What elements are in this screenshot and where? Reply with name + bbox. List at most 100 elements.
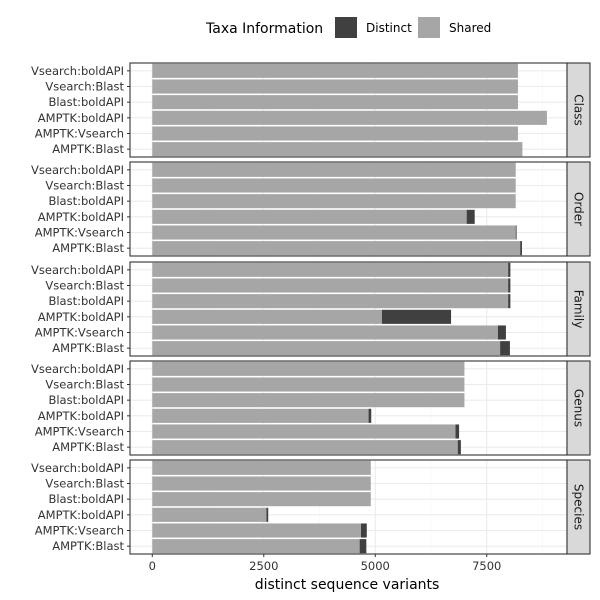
- bar-shared: [152, 194, 516, 209]
- facet-strip-label: Class: [572, 94, 586, 126]
- legend: Taxa Information Distinct Shared: [205, 17, 491, 38]
- bar-shared: [152, 408, 369, 423]
- bar-shared: [152, 507, 267, 522]
- y-tick-label: Vsearch:Blast: [45, 279, 124, 293]
- facet-panel-order: Vsearch:boldAPI Vsearch:BlastBlast:boldAP…: [31, 161, 591, 257]
- facet-strip-label: Order: [572, 192, 586, 226]
- y-tick-label: AMPTK:Vsearch: [35, 524, 124, 538]
- y-tick-label: AMPTK:boldAPI: [38, 409, 124, 423]
- bar-shared: [152, 95, 518, 110]
- panel-background: [130, 63, 567, 157]
- bar-distinct: [500, 341, 510, 356]
- legend-label-shared: Shared: [449, 21, 491, 35]
- y-tick-label: AMPTK:boldAPI: [38, 111, 124, 125]
- facet-strip: [566, 161, 591, 257]
- y-tick-label: AMPTK:Blast: [52, 241, 124, 255]
- y-tick-label: Blast:boldAPI: [48, 492, 124, 506]
- bar-shared: [152, 361, 465, 376]
- y-tick-label: Vsearch:Blast: [45, 179, 124, 193]
- bar-shared: [152, 178, 516, 193]
- bar-shared: [152, 539, 360, 554]
- facet-strip: [566, 459, 591, 555]
- bar-shared: [152, 440, 458, 455]
- y-tick-label: Blast:boldAPI: [48, 95, 124, 109]
- facet-strip: [566, 62, 591, 158]
- y-tick-label: Vsearch:boldAPI: [31, 461, 124, 475]
- y-tick-label: Vsearch:Blast: [45, 378, 124, 392]
- facet-strip-label: Species: [572, 484, 586, 530]
- bar-shared: [152, 278, 509, 293]
- y-tick-label: Vsearch:boldAPI: [31, 362, 124, 376]
- facet-panel-class: Vsearch:boldAPI Vsearch:BlastBlast:boldAP…: [31, 62, 591, 158]
- y-tick-label: AMPTK:boldAPI: [38, 508, 124, 522]
- bar-shared: [152, 63, 518, 78]
- y-tick-label: AMPTK:Vsearch: [35, 326, 124, 340]
- bar-shared: [152, 424, 456, 439]
- y-tick-label: AMPTK:Blast: [52, 341, 124, 355]
- panel-background: [130, 162, 567, 256]
- facet-panel-family: Vsearch:boldAPI Vsearch:BlastBlast:boldAP…: [31, 261, 591, 357]
- bar-distinct: [266, 507, 269, 522]
- bar-shared: [152, 142, 523, 157]
- bar-distinct: [515, 225, 517, 240]
- y-tick-label: AMPTK:Vsearch: [35, 425, 124, 439]
- facet-strip-label: Genus: [572, 389, 586, 427]
- x-tick-label: 2500: [249, 559, 278, 573]
- y-tick-label: Blast:boldAPI: [48, 393, 124, 407]
- y-tick-label: AMPTK:Vsearch: [35, 127, 124, 141]
- y-tick-label: Vsearch:boldAPI: [31, 263, 124, 277]
- y-tick-label: AMPTK:Vsearch: [35, 226, 124, 240]
- y-tick-label: Blast:boldAPI: [48, 294, 124, 308]
- bar-distinct: [368, 408, 372, 423]
- x-axis: 0 2500 5000 7500: [149, 554, 501, 573]
- bar-distinct: [455, 424, 460, 439]
- bar-shared: [152, 262, 509, 277]
- facet-strip: [566, 360, 591, 456]
- x-axis-title: distinct sequence variants: [255, 577, 440, 593]
- bar-shared: [152, 294, 509, 309]
- bar-shared: [152, 341, 501, 356]
- bar-shared: [152, 309, 382, 324]
- bar-shared: [152, 492, 371, 507]
- bar-shared: [152, 126, 518, 141]
- legend-key-distinct: [335, 17, 357, 38]
- bar-distinct: [520, 241, 522, 256]
- bar-distinct: [508, 278, 511, 293]
- bar-shared: [152, 225, 516, 240]
- bar-shared: [152, 460, 371, 475]
- y-tick-label: AMPTK:Blast: [52, 440, 124, 454]
- legend-title: Taxa Information: [205, 21, 323, 37]
- bar-shared: [152, 325, 498, 340]
- bar-shared: [152, 377, 465, 392]
- y-tick-label: Vsearch:boldAPI: [31, 163, 124, 177]
- bar-shared: [152, 393, 465, 408]
- panel-background: [130, 361, 567, 455]
- panel-background: [130, 262, 567, 356]
- y-tick-label: Vsearch:Blast: [45, 80, 124, 94]
- bar-shared: [152, 79, 518, 94]
- bar-shared: [152, 162, 516, 177]
- bar-shared: [152, 241, 521, 256]
- x-tick-label: 5000: [361, 559, 390, 573]
- y-tick-label: AMPTK:boldAPI: [38, 310, 124, 324]
- y-tick-label: Vsearch:boldAPI: [31, 64, 124, 78]
- facet-strip: [566, 261, 591, 357]
- legend-key-shared: [418, 17, 440, 38]
- bar-distinct: [360, 523, 367, 538]
- bar-distinct: [508, 262, 511, 277]
- bar-distinct: [457, 440, 461, 455]
- legend-label-distinct: Distinct: [366, 21, 412, 35]
- x-tick-label: 7500: [472, 559, 501, 573]
- y-tick-label: AMPTK:Blast: [52, 539, 124, 553]
- facet-panel-species: Vsearch:boldAPI Vsearch:BlastBlast:boldAP…: [31, 459, 591, 555]
- y-tick-label: Blast:boldAPI: [48, 194, 124, 208]
- panel-background: [130, 460, 567, 554]
- y-tick-label: AMPTK:Blast: [52, 142, 124, 156]
- x-tick-label: 0: [149, 559, 156, 573]
- bar-distinct: [359, 539, 367, 554]
- facet-panels: Vsearch:boldAPIVsearch:BlastBlast:boldAP…: [31, 62, 591, 555]
- bar-shared: [152, 476, 371, 491]
- bar-shared: [152, 523, 361, 538]
